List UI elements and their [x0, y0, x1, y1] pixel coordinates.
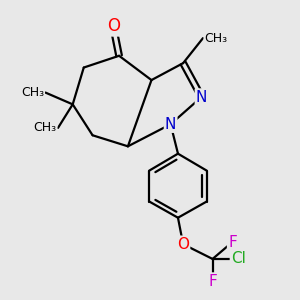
Text: F: F: [208, 274, 217, 289]
Text: CH₃: CH₃: [33, 122, 56, 134]
Text: CH₃: CH₃: [21, 86, 44, 99]
Text: N: N: [165, 117, 176, 132]
Text: O: O: [177, 237, 189, 252]
Text: Cl: Cl: [231, 251, 246, 266]
Text: F: F: [228, 235, 237, 250]
Text: CH₃: CH₃: [205, 32, 228, 45]
Text: O: O: [107, 17, 120, 35]
Text: N: N: [196, 89, 207, 104]
